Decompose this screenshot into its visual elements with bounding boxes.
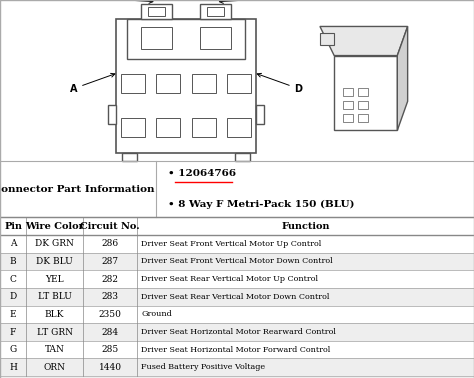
Bar xyxy=(256,105,264,124)
Text: LT GRN: LT GRN xyxy=(36,327,73,336)
Text: D: D xyxy=(9,292,17,301)
Text: 285: 285 xyxy=(101,345,119,354)
Bar xyxy=(228,118,251,137)
Text: Function: Function xyxy=(282,222,330,231)
Text: TAN: TAN xyxy=(45,345,64,354)
Text: Driver Seat Front Vertical Motor Down Control: Driver Seat Front Vertical Motor Down Co… xyxy=(141,257,333,265)
Text: H: H xyxy=(9,363,17,372)
Bar xyxy=(358,88,368,96)
Text: ORN: ORN xyxy=(44,363,65,372)
Text: Fused Battery Positive Voltage: Fused Battery Positive Voltage xyxy=(141,363,265,371)
Bar xyxy=(128,19,245,59)
Text: DK GRN: DK GRN xyxy=(35,239,74,248)
Text: 286: 286 xyxy=(101,239,119,248)
Text: C: C xyxy=(9,274,17,284)
Text: H: H xyxy=(93,0,153,3)
Bar xyxy=(122,153,137,161)
Bar xyxy=(343,88,353,96)
Bar xyxy=(192,118,216,137)
Bar xyxy=(148,7,165,16)
Text: Driver Seat Horizontal Motor Rearward Control: Driver Seat Horizontal Motor Rearward Co… xyxy=(141,328,336,336)
Text: E: E xyxy=(10,310,16,319)
Bar xyxy=(200,4,231,19)
Text: 284: 284 xyxy=(101,327,119,336)
Bar xyxy=(358,114,368,122)
Text: Driver Seat Rear Vertical Motor Down Control: Driver Seat Rear Vertical Motor Down Con… xyxy=(141,293,329,301)
Bar xyxy=(108,105,116,124)
Bar xyxy=(141,27,172,49)
Text: Ground: Ground xyxy=(141,310,172,318)
Bar xyxy=(0,253,474,270)
Bar xyxy=(343,101,353,109)
Text: 1440: 1440 xyxy=(99,363,122,372)
Polygon shape xyxy=(320,26,408,56)
Text: 2350: 2350 xyxy=(99,310,122,319)
Text: BLK: BLK xyxy=(45,310,64,319)
Bar xyxy=(200,27,231,49)
Bar xyxy=(235,153,250,161)
Bar xyxy=(334,56,397,130)
Text: G: G xyxy=(9,345,17,354)
Text: YEL: YEL xyxy=(45,274,64,284)
Bar xyxy=(156,74,180,93)
Text: Driver Seat Front Vertical Motor Up Control: Driver Seat Front Vertical Motor Up Cont… xyxy=(141,240,321,248)
Text: A: A xyxy=(70,73,115,94)
Text: DK BLU: DK BLU xyxy=(36,257,73,266)
Bar xyxy=(0,323,474,341)
Text: • 12064766: • 12064766 xyxy=(168,169,237,178)
Bar xyxy=(207,7,224,16)
Bar xyxy=(358,101,368,109)
Text: Driver Seat Rear Vertical Motor Up Control: Driver Seat Rear Vertical Motor Up Contr… xyxy=(141,275,318,283)
Polygon shape xyxy=(397,26,408,130)
Text: 287: 287 xyxy=(101,257,119,266)
Bar xyxy=(156,118,180,137)
Text: Circuit No.: Circuit No. xyxy=(81,222,140,231)
Bar xyxy=(121,118,145,137)
Text: Connector Part Information: Connector Part Information xyxy=(0,184,154,194)
Bar xyxy=(121,74,145,93)
Bar xyxy=(0,358,474,376)
Text: F: F xyxy=(10,327,16,336)
Bar xyxy=(0,288,474,305)
Text: D: D xyxy=(257,73,302,94)
Text: Driver Seat Horizontal Motor Forward Control: Driver Seat Horizontal Motor Forward Con… xyxy=(141,345,330,354)
Bar xyxy=(192,74,216,93)
Bar xyxy=(141,4,172,19)
Bar xyxy=(320,33,334,45)
Text: • 8 Way F Metri-Pack 150 (BLU): • 8 Way F Metri-Pack 150 (BLU) xyxy=(168,200,355,209)
Text: 282: 282 xyxy=(102,274,118,284)
Text: LT BLU: LT BLU xyxy=(37,292,72,301)
Text: B: B xyxy=(10,257,16,266)
Text: 283: 283 xyxy=(102,292,118,301)
Text: Pin: Pin xyxy=(4,222,22,231)
Bar xyxy=(116,19,256,153)
Text: E: E xyxy=(219,0,281,3)
Text: Wire Color: Wire Color xyxy=(25,222,84,231)
Bar xyxy=(228,74,251,93)
Text: A: A xyxy=(10,239,16,248)
Bar xyxy=(343,114,353,122)
